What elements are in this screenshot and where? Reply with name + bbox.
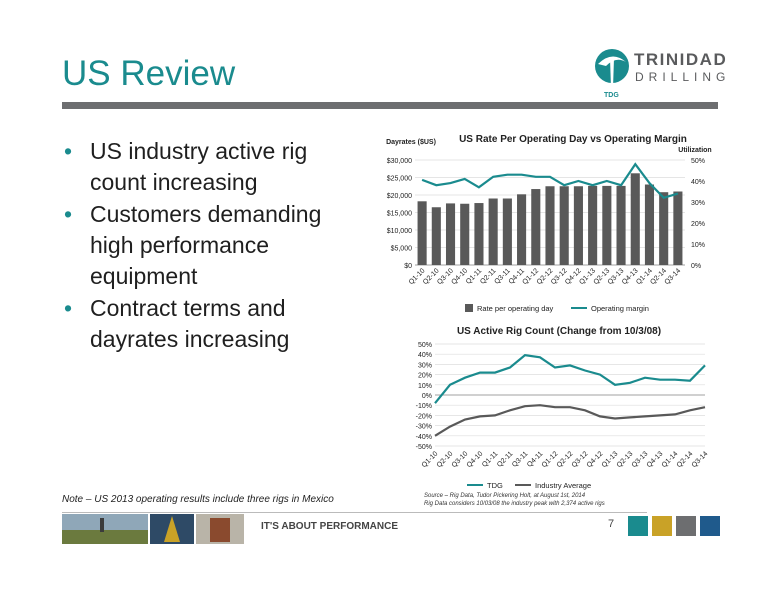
y-tick-label: $20,000 — [387, 193, 412, 200]
y2-axis-label: Utilization — [678, 147, 711, 154]
operating-margin-line — [421, 162, 679, 200]
footer-color-square — [628, 516, 648, 536]
logo-wordmark-bottom: DRILLING — [635, 70, 731, 84]
y-tick-label: 40% — [418, 352, 432, 359]
chart-title: US Active Rig Count (Change from 10/3/08… — [457, 326, 661, 337]
trinidad-logo-icon — [595, 49, 629, 88]
footer-color-square — [676, 516, 696, 536]
x-tick-label: Q3-14 — [691, 450, 710, 469]
y2-tick-label: 10% — [691, 242, 705, 249]
footnote: Note – US 2013 operating results include… — [62, 494, 334, 505]
x-tick-label: Q3-14 — [664, 267, 683, 286]
bar — [588, 185, 598, 265]
page-number: 7 — [608, 518, 615, 530]
footer-color-square — [652, 516, 672, 536]
photo-rig-site-icon — [62, 514, 148, 544]
footer-divider — [62, 512, 647, 513]
y-tick-label: 20% — [418, 373, 432, 380]
y-tick-label: -50% — [416, 444, 432, 451]
y-tick-label: -40% — [416, 434, 432, 441]
bar — [445, 203, 456, 265]
legend-label: Rate per operating day — [477, 304, 554, 313]
industry-average-line — [434, 404, 706, 437]
bar — [417, 201, 427, 265]
y-tick-label: $10,000 — [387, 228, 412, 235]
title-divider — [62, 102, 718, 109]
logo-mark-text: TDG — [604, 92, 619, 99]
bar — [431, 207, 441, 265]
bullet-item: • Customers demanding high performance eq… — [64, 201, 322, 289]
bar — [602, 185, 612, 265]
photo-drilling-rig-icon — [150, 514, 194, 544]
bar — [517, 194, 527, 265]
bar — [531, 189, 541, 265]
x-tick-label: Q2-11 — [496, 450, 514, 468]
bullet-text: Contract terms and dayrates increasing — [90, 295, 290, 352]
photo-rig-floor-icon — [196, 514, 244, 544]
logo-wordmark-top: TRINIDAD — [634, 50, 728, 69]
bullet-text: Customers demanding high performance equ… — [90, 201, 322, 289]
bar — [502, 198, 512, 265]
footer-tagline: IT'S ABOUT PERFORMANCE — [261, 521, 399, 532]
footer-color-square — [700, 516, 720, 536]
y2-tick-label: 40% — [691, 179, 705, 186]
rate-margin-chart: US Rate Per Operating Day vs Operating M… — [386, 134, 712, 313]
y2-tick-label: 20% — [691, 221, 705, 228]
y-tick-label: 30% — [418, 362, 432, 369]
legend-label: Operating margin — [591, 304, 649, 313]
y-tick-label: $30,000 — [387, 158, 412, 165]
y-tick-label: 10% — [418, 383, 432, 390]
y2-tick-label: 50% — [691, 158, 705, 165]
y-tick-label: -20% — [416, 413, 432, 420]
bar — [616, 185, 626, 265]
y-tick-label: $0 — [404, 263, 412, 270]
bar — [474, 203, 484, 265]
x-tick-label: Q1-11 — [481, 450, 499, 468]
rig-count-chart: US Active Rig Count (Change from 10/3/08… — [416, 326, 710, 490]
bar — [673, 191, 683, 265]
bar — [630, 173, 640, 265]
bar — [488, 198, 498, 265]
y-tick-label: $5,000 — [391, 246, 413, 253]
y-tick-label: -10% — [416, 403, 432, 410]
y-tick-label: 0% — [422, 393, 432, 400]
slide-title: US Review — [62, 54, 236, 93]
y-axis-label: Dayrates ($US) — [386, 139, 436, 146]
source-note: Source – Rig Data, Tudor Pickering Holt,… — [424, 492, 605, 508]
x-tick-label: Q3-11 — [511, 450, 529, 468]
bar — [573, 186, 583, 265]
y-tick-label: $15,000 — [387, 211, 412, 218]
y-tick-label: $25,000 — [387, 176, 412, 183]
bar — [545, 186, 555, 265]
y-tick-label: -30% — [416, 424, 432, 431]
bullet-item: • Contract terms and dayrates increasing — [64, 295, 290, 352]
source-line: Rig Data considers 10/03/08 the industry… — [424, 501, 605, 507]
legend-label: TDG — [487, 481, 503, 490]
legend-swatch-bar — [465, 304, 473, 312]
y-tick-label: 50% — [418, 342, 432, 349]
tdg-line — [434, 354, 706, 404]
chart-title: US Rate Per Operating Day vs Operating M… — [459, 134, 687, 145]
y2-tick-label: 30% — [691, 200, 705, 207]
bar — [644, 184, 655, 265]
bullet-item: • US industry active rig count increasing — [64, 138, 308, 195]
bar — [559, 186, 569, 265]
legend-label: Industry Average — [535, 481, 591, 490]
bar — [659, 192, 669, 265]
bullet-text: US industry active rig count increasing — [90, 138, 308, 195]
bullet-list: • US industry active rig count increasing… — [62, 136, 362, 356]
y2-tick-label: 0% — [691, 263, 701, 270]
bar — [460, 203, 470, 265]
source-line: Source – Rig Data, Tudor Pickering Holt,… — [424, 493, 586, 499]
x-tick-label: Q4-10 — [466, 450, 485, 469]
